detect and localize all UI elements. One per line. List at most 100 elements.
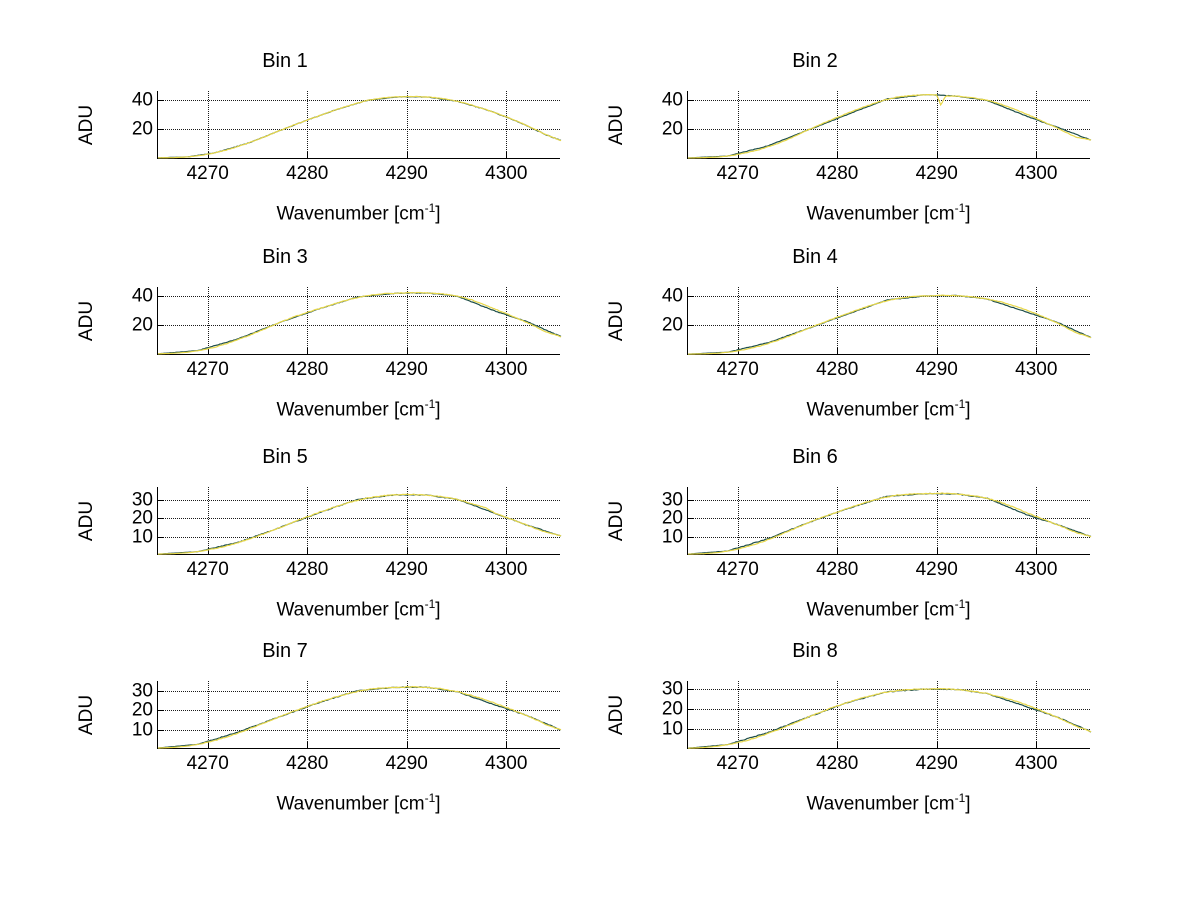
x-axis-label: Wavenumber [cm-1] [530, 597, 1200, 621]
data-series-line [157, 95, 562, 159]
x-axis-label-exponent: -1 [954, 201, 966, 215]
x-tick-label: 4270 [186, 359, 229, 380]
x-tick-label: 4300 [1015, 359, 1058, 380]
x-tick-label: 4270 [716, 559, 759, 580]
x-tick-label: 4300 [1015, 163, 1058, 184]
x-tick-mark [837, 152, 839, 158]
x-tick-mark [307, 548, 309, 554]
x-tick-label: 4290 [915, 163, 958, 184]
plot-area: 10 20 30 4270 4280 4290 4300 [132, 487, 562, 579]
gridline-vertical [506, 487, 508, 554]
x-tick-label: 4270 [716, 753, 759, 774]
data-series-line [157, 292, 562, 355]
y-tick-label: 10 [661, 718, 683, 740]
y-tick-mark [688, 518, 694, 520]
gridline-horizontal [158, 536, 560, 538]
gridline-horizontal [158, 325, 560, 327]
x-tick-mark [506, 548, 508, 554]
y-tick-mark [158, 499, 164, 501]
subplot-title: Bin 5 [262, 446, 308, 468]
x-axis-label-text: Wavenumber [cm [276, 399, 425, 421]
y-tick-label: 40 [661, 89, 683, 111]
x-tick-mark [737, 548, 739, 554]
gridline-vertical [207, 91, 209, 158]
gridline-horizontal [688, 129, 1090, 131]
gridline-horizontal [158, 129, 560, 131]
gridline-vertical [307, 91, 309, 158]
subplot-bin-5: Bin 5 10 20 30 4270 4280 4290 4300 ADU Wavenumber… [0, 446, 570, 642]
x-axis-label-exponent: -1 [954, 397, 966, 411]
x-axis-label-exponent: -1 [424, 397, 436, 411]
x-axis-label-exponent: -1 [424, 201, 436, 215]
y-tick-label: 20 [661, 314, 683, 336]
x-axis-label-bracket: ] [965, 793, 971, 815]
gridline-vertical [1036, 681, 1038, 748]
x-tick-label: 4280 [286, 163, 329, 184]
x-axis-label-text: Wavenumber [cm [276, 793, 425, 815]
data-series-line [157, 291, 562, 355]
x-tick-mark [207, 152, 209, 158]
data-series-line [687, 492, 1092, 555]
x-axis-label-exponent: -1 [424, 791, 436, 805]
subplot-title: Bin 1 [262, 50, 308, 72]
x-tick-label: 4290 [385, 753, 428, 774]
gridline-vertical [406, 91, 408, 158]
subplot-bin-2: Bin 2 20 40 4270 4280 4290 4300 ADU Wavenumber [… [530, 50, 1100, 246]
data-series-line [687, 492, 1092, 555]
x-tick-label: 4290 [385, 163, 428, 184]
y-tick-label: 40 [131, 89, 153, 111]
data-series-line [687, 294, 1092, 355]
gridline-vertical [207, 287, 209, 354]
subplot-title: Bin 3 [262, 246, 308, 268]
y-tick-label: 20 [661, 507, 683, 529]
y-tick-mark [688, 499, 694, 501]
gridline-vertical [406, 287, 408, 354]
x-tick-label: 4270 [716, 163, 759, 184]
y-tick-mark [688, 689, 694, 690]
x-tick-label: 4280 [816, 359, 859, 380]
x-tick-mark [406, 152, 408, 158]
x-axis-label-text: Wavenumber [cm [276, 599, 425, 621]
y-tick-label: 20 [131, 699, 153, 721]
y-axis-label: ADU [76, 300, 97, 342]
subplot-title: Bin 6 [792, 446, 838, 468]
y-tick-label: 30 [131, 680, 153, 702]
gridline-vertical [936, 91, 938, 158]
x-tick-label: 4270 [716, 359, 759, 380]
x-axis-label-text: Wavenumber [cm [806, 793, 955, 815]
gridline-vertical [936, 287, 938, 354]
x-tick-mark [207, 742, 209, 748]
x-tick-label: 4270 [186, 163, 229, 184]
series-layer [687, 294, 1092, 355]
x-axis-label-bracket: ] [435, 793, 441, 815]
subplot-title: Bin 7 [262, 640, 308, 662]
subplot-title: Bin 4 [792, 246, 838, 268]
data-series-line [157, 685, 562, 749]
x-tick-mark [1036, 548, 1038, 554]
subplot-bin-1: Bin 1 20 40 4270 4280 4290 4300 ADU Wavenumber [… [0, 50, 570, 246]
x-tick-mark [1036, 348, 1038, 354]
data-series-line [687, 93, 1092, 159]
x-tick-mark [506, 152, 508, 158]
series-layer [687, 492, 1092, 555]
x-tick-label: 4290 [385, 359, 428, 380]
x-tick-mark [936, 548, 938, 554]
plot-area: 20 40 4270 4280 4290 4300 [662, 90, 1092, 183]
gridline-vertical [406, 487, 408, 554]
y-tick-label: 40 [661, 285, 683, 307]
x-axis-label: Wavenumber [cm-1] [0, 791, 717, 815]
subplot-bin-6: Bin 6 10 20 30 4270 4280 4290 4300 ADU Wavenumber… [530, 446, 1100, 642]
y-tick-label: 20 [131, 118, 153, 140]
gridline-vertical [936, 681, 938, 748]
y-tick-mark [688, 536, 694, 538]
y-tick-mark [688, 129, 694, 131]
gridline-vertical [837, 681, 839, 748]
x-axis-label: Wavenumber [cm-1] [530, 201, 1200, 225]
plot-area: 20 40 4270 4280 4290 4300 [132, 286, 562, 379]
gridline-horizontal [688, 689, 1090, 690]
gridline-vertical [506, 91, 508, 158]
gridline-vertical [837, 487, 839, 554]
x-tick-label: 4280 [816, 753, 859, 774]
x-tick-mark [506, 742, 508, 748]
